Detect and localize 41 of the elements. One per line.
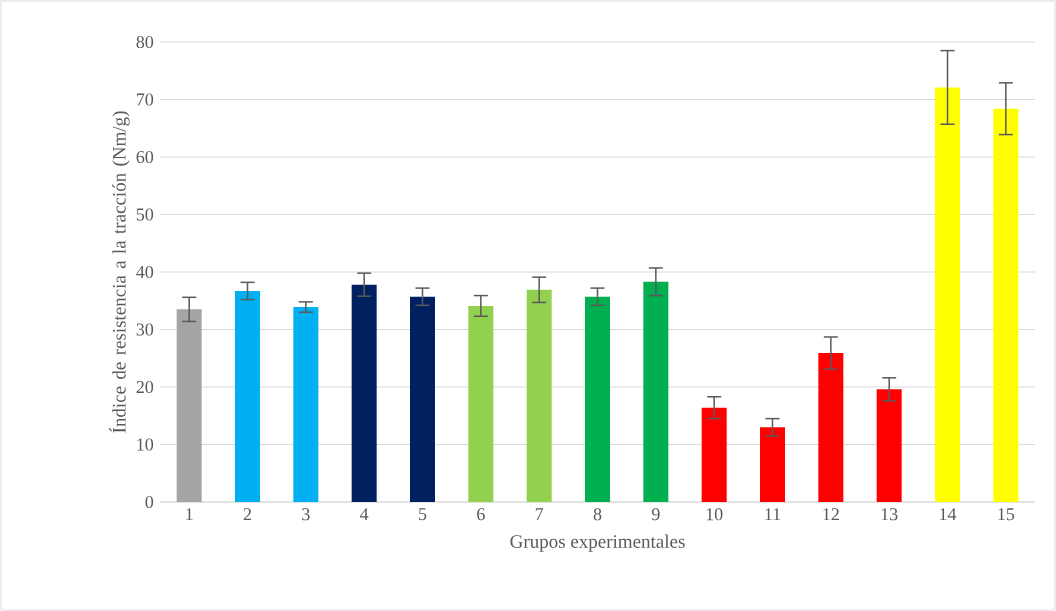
x-tick-label: 10 [706,508,723,521]
bar [818,353,844,502]
y-tick-label: 80 [136,35,154,49]
y-tick-label: 10 [137,438,154,451]
x-tick-label: 4 [360,508,369,521]
y-tick-label: 40 [136,265,154,279]
bar [760,427,786,502]
bar [176,309,202,502]
bar [351,284,377,502]
x-tick-label: 12 [823,508,839,521]
x-tick-label: 8 [593,508,602,521]
y-tick-label: 60 [136,150,154,164]
x-tick-label: 15 [998,508,1015,521]
y-tick-label: 50 [136,208,154,221]
bar [410,296,436,502]
bar [701,407,727,502]
x-tick-label: 13 [881,508,898,521]
x-axis-title: Grupos experimentales [510,534,685,552]
x-tick-label: 7 [535,508,544,520]
bar [526,289,552,502]
bar [935,87,961,502]
y-axis-title: Índice de resistencia a la tracción (Nm/g) [109,111,130,433]
bar [643,281,669,502]
bar [585,296,611,502]
bar [468,305,494,502]
y-tick-label: 70 [137,93,154,106]
x-tick-label: 14 [940,508,957,521]
bar [235,290,261,502]
x-tick-label: 3 [302,508,310,521]
x-tick-label: 1 [186,508,193,521]
x-tick-label: 9 [651,508,660,521]
y-tick-label: 30 [136,323,154,336]
x-tick-label: 2 [243,508,252,521]
x-tick-label: 5 [419,508,427,521]
y-tick-label: 0 [145,495,154,509]
bar [876,389,902,502]
x-tick-label: 6 [477,508,485,521]
y-tick-label: 20 [136,380,154,394]
bar [293,307,319,502]
bar [993,108,1019,502]
x-tick-label: 11 [765,508,781,521]
